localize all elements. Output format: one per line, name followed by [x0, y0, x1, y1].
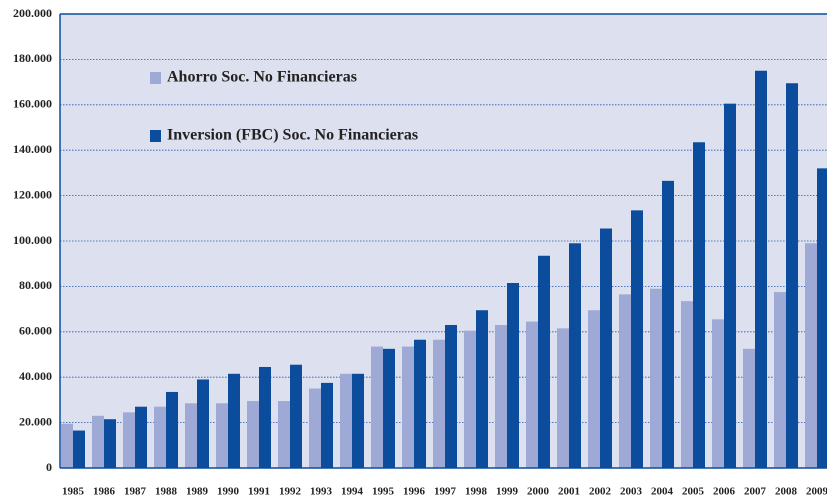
bar	[321, 382, 333, 468]
x-tick-label: 2006	[713, 486, 736, 497]
bar	[216, 403, 228, 468]
bar	[650, 288, 662, 468]
x-tick-label: 1996	[403, 486, 426, 497]
bar	[290, 364, 302, 468]
x-tick-label: 1994	[341, 486, 364, 497]
bar	[476, 310, 488, 468]
x-tick-label: 1993	[310, 486, 333, 497]
bar	[278, 401, 290, 468]
x-tick-label: 1990	[217, 486, 240, 497]
bar	[135, 406, 147, 468]
bar	[619, 294, 631, 468]
x-tick-label: 2001	[558, 486, 580, 497]
bar	[123, 412, 135, 468]
x-tick-label: 1997	[434, 486, 457, 497]
x-tick-label: 1986	[93, 486, 116, 497]
bar	[712, 319, 724, 468]
bar	[557, 328, 569, 468]
bar	[414, 339, 426, 468]
x-tick-label: 1988	[155, 486, 178, 497]
bar	[92, 415, 104, 468]
bar	[631, 210, 643, 469]
x-tick-label: 2007	[744, 486, 767, 497]
bar	[154, 406, 166, 468]
bar	[371, 346, 383, 468]
y-tick-label: 100.000	[13, 233, 52, 247]
bar	[228, 373, 240, 468]
y-tick-label: 180.000	[13, 51, 52, 65]
legend-swatch	[150, 130, 161, 142]
y-tick-label: 200.000	[13, 6, 52, 20]
bar	[724, 103, 736, 468]
bar	[526, 321, 538, 468]
bar	[340, 373, 352, 468]
bar	[445, 324, 457, 468]
x-tick-label: 2009	[806, 486, 827, 497]
y-tick-label: 60.000	[19, 324, 52, 338]
x-tick-label: 1987	[124, 486, 147, 497]
bar	[681, 301, 693, 468]
bar	[693, 142, 705, 468]
bar	[538, 255, 550, 468]
y-tick-label: 160.000	[13, 97, 52, 111]
bar	[600, 228, 612, 468]
bar	[185, 403, 197, 468]
legend-label: Inversion (FBC) Soc. No Financieras	[167, 127, 418, 144]
y-tick-label: 40.000	[19, 369, 52, 383]
x-tick-label: 2000	[527, 486, 550, 497]
y-tick-label: 80.000	[19, 278, 52, 292]
x-tick-label: 2004	[651, 486, 674, 497]
x-tick-label: 1998	[465, 486, 488, 497]
bar	[73, 430, 85, 468]
bar	[755, 70, 767, 468]
bar	[588, 310, 600, 468]
bar	[805, 243, 817, 468]
y-tick-label: 0	[46, 460, 52, 474]
x-tick-label: 1995	[372, 486, 395, 497]
bar	[786, 83, 798, 469]
bar	[743, 348, 755, 468]
bar	[247, 401, 259, 468]
bar	[383, 348, 395, 468]
x-tick-label: 1992	[279, 486, 302, 497]
bar	[464, 330, 476, 468]
bar	[662, 180, 674, 468]
x-tick-label: 1985	[62, 486, 85, 497]
bar	[507, 282, 519, 468]
bar	[569, 243, 581, 468]
x-tick-label: 1989	[186, 486, 209, 497]
y-tick-label: 120.000	[13, 187, 52, 201]
y-tick-label: 20.000	[19, 414, 52, 428]
bar	[309, 388, 321, 468]
bar	[495, 324, 507, 468]
legend-label: Ahorro Soc. No Financieras	[167, 69, 357, 86]
x-tick-label: 2008	[775, 486, 798, 497]
bar	[774, 292, 786, 468]
legend-swatch	[150, 72, 161, 84]
x-tick-label: 2003	[620, 486, 643, 497]
bar	[61, 423, 73, 468]
bar	[104, 419, 116, 468]
bar	[259, 366, 271, 468]
x-tick-label: 2002	[589, 486, 612, 497]
bar	[166, 391, 178, 468]
y-tick-label: 140.000	[13, 142, 52, 156]
x-tick-label: 1999	[496, 486, 519, 497]
bar	[817, 168, 827, 469]
x-tick-label: 2005	[682, 486, 705, 497]
bar	[352, 373, 364, 468]
x-tick-label: 1991	[248, 486, 270, 497]
bar	[197, 379, 209, 468]
bar	[402, 346, 414, 468]
bar	[433, 339, 445, 468]
